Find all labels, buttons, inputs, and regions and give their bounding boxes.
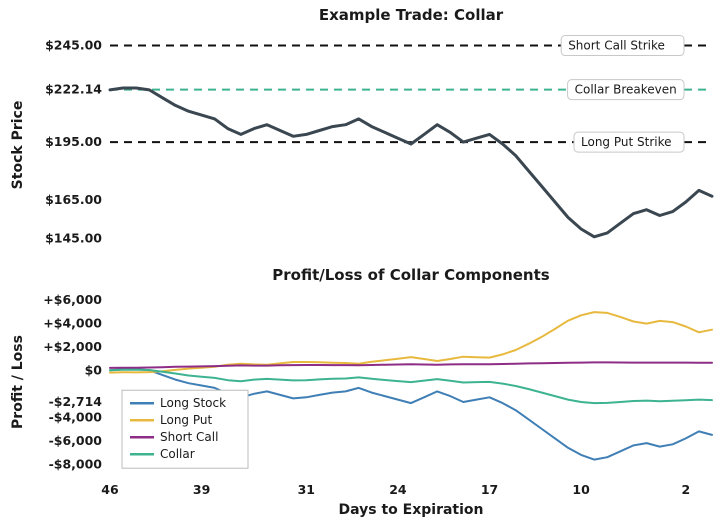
chart-container: Example Trade: Collar Short Call Strike Co… (0, 0, 722, 518)
x-tick-label: 31 (298, 482, 315, 497)
x-tick-label: 2 (681, 482, 690, 497)
y-tick-label: $145.00 (45, 231, 102, 246)
reference-label-text: Short Call Strike (568, 39, 665, 53)
bottom-chart-title: Profit/Loss of Collar Components (272, 266, 549, 284)
x-tick-label: 10 (572, 482, 590, 497)
legend-label: Short Call (160, 430, 218, 444)
x-tick-label: 46 (101, 482, 119, 497)
y-tick-label: $0 (85, 362, 103, 377)
x-tick-label: 17 (481, 482, 498, 497)
y-tick-label: -$6,000 (49, 433, 103, 448)
y-tick-label: +$6,000 (43, 292, 102, 307)
y-tick-label: $165.00 (45, 192, 102, 207)
y-tick-label: $245.00 (45, 38, 102, 53)
stock-price-line (110, 88, 712, 237)
y-tick-label: +$4,000 (43, 315, 102, 330)
y-tick-label: -$4,000 (49, 409, 103, 424)
top-y-axis-label: Stock Price (10, 101, 26, 190)
top-chart-title: Example Trade: Collar (319, 6, 504, 24)
legend-label: Collar (160, 447, 195, 461)
y-tick-label: $222.14 (45, 82, 102, 97)
x-tick-label: 24 (389, 482, 407, 497)
x-axis-label: Days to Expiration (339, 502, 484, 518)
y-tick-label: $195.00 (45, 134, 102, 149)
y-tick-label: -$8,000 (49, 456, 103, 471)
y-tick-label: +$2,000 (43, 339, 102, 354)
series-line (110, 362, 712, 368)
legend-label: Long Stock (160, 396, 226, 410)
x-tick-label: 39 (193, 482, 210, 497)
reference-label-text: Long Put Strike (581, 135, 672, 149)
legend-label: Long Put (160, 413, 212, 427)
reference-label-text: Collar Breakeven (575, 83, 677, 97)
bottom-y-axis-label: Profit / Loss (10, 335, 26, 429)
chart-svg: Example Trade: Collar Short Call Strike Co… (0, 0, 722, 518)
y-tick-label: -$2,714 (49, 394, 103, 409)
